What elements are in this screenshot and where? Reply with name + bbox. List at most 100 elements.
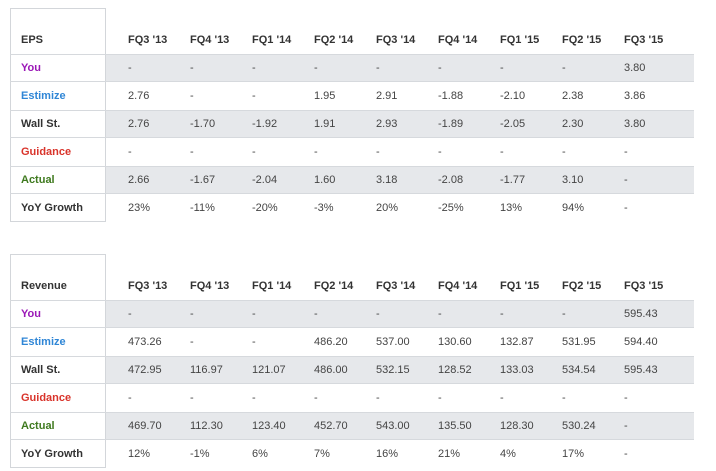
column-header: FQ4 '14 <box>438 280 478 292</box>
table-cell: - <box>624 174 628 186</box>
table-cell: - <box>438 146 442 158</box>
table-cell: - <box>624 420 628 432</box>
table-cell: 2.91 <box>376 90 398 102</box>
table-cell: 16% <box>376 448 399 460</box>
table-cell: 128.52 <box>438 364 472 376</box>
table-cell: -20% <box>252 202 278 214</box>
column-header: FQ2 '15 <box>562 34 602 46</box>
table-cell: - <box>376 308 380 320</box>
revenue-title-text: Revenue <box>21 280 67 292</box>
table-cell: 130.60 <box>438 336 472 348</box>
table-cell: 537.00 <box>376 336 410 348</box>
table-cell: 486.20 <box>314 336 348 348</box>
table-cell: 530.24 <box>562 420 596 432</box>
column-header: FQ3 '13 <box>128 280 168 292</box>
table-cell: 23% <box>128 202 151 214</box>
table-cell: -11% <box>190 202 215 214</box>
table-cell: - <box>624 392 628 404</box>
table-cell: - <box>190 146 194 158</box>
table-row: Guidance - - - - - - - - - <box>10 384 694 412</box>
table-cell: - <box>252 62 256 74</box>
column-header: FQ2 '15 <box>562 280 602 292</box>
table-cell: 3.80 <box>624 118 646 130</box>
table-cell: 121.07 <box>252 364 286 376</box>
table-cell: 532.15 <box>376 364 410 376</box>
table-cell: -1.70 <box>190 118 216 130</box>
revenue-title: Revenue <box>10 254 106 300</box>
table-cell: 2.30 <box>562 118 584 130</box>
table-row: Actual 2.66 -1.67 -2.04 1.60 3.18 -2.08 -1.77 3.… <box>10 166 694 194</box>
table-row: You - - - - - - - - 595.43 <box>10 300 694 328</box>
row-label: Wall St. <box>10 357 106 383</box>
table-cell: 133.03 <box>500 364 534 376</box>
table-cell: 486.00 <box>314 364 348 376</box>
table-cell: - <box>252 392 256 404</box>
table-cell: - <box>624 448 628 460</box>
eps-header-row: EPS FQ3 '13 FQ4 '13 FQ1 '14 FQ2 '14 FQ3 '14 FQ… <box>10 8 694 54</box>
table-cell: 4% <box>500 448 516 460</box>
row-label: Guidance <box>10 138 106 166</box>
table-cell: - <box>500 308 504 320</box>
table-cell: - <box>438 62 442 74</box>
table-cell: 116.97 <box>190 364 223 376</box>
column-header: FQ4 '13 <box>190 280 230 292</box>
table-cell: - <box>500 62 504 74</box>
row-label: You <box>10 55 106 81</box>
row-label: Wall St. <box>10 111 106 137</box>
table-cell: 3.10 <box>562 174 584 186</box>
table-cell: 1.91 <box>314 118 336 130</box>
column-header: FQ1 '14 <box>252 34 292 46</box>
table-cell: - <box>500 146 504 158</box>
table-cell: 472.95 <box>128 364 162 376</box>
table-cell: 473.26 <box>128 336 162 348</box>
table-cell: -1.92 <box>252 118 278 130</box>
table-cell: - <box>314 308 318 320</box>
column-header: FQ2 '14 <box>314 280 354 292</box>
table-cell: 531.95 <box>562 336 596 348</box>
table-cell: 13% <box>500 202 523 214</box>
table-cell: -2.08 <box>438 174 464 186</box>
table-cell: 1.60 <box>314 174 336 186</box>
row-label: You <box>10 301 106 327</box>
table-cell: 595.43 <box>624 364 658 376</box>
table-cell: - <box>252 308 256 320</box>
row-label: YoY Growth <box>10 440 106 468</box>
row-label: Estimize <box>10 82 106 110</box>
table-cell: -1.67 <box>190 174 216 186</box>
table-cell: - <box>376 62 380 74</box>
column-header: FQ2 '14 <box>314 34 354 46</box>
table-cell: - <box>624 146 628 158</box>
table-cell: - <box>314 392 318 404</box>
table-cell: - <box>376 146 380 158</box>
table-cell: 128.30 <box>500 420 534 432</box>
table-cell: 123.40 <box>252 420 286 432</box>
column-header: FQ3 '15 <box>624 280 664 292</box>
table-cell: 112.30 <box>190 420 223 432</box>
table-cell: 2.76 <box>128 118 150 130</box>
table-cell: - <box>128 392 132 404</box>
table-cell: 2.93 <box>376 118 398 130</box>
table-cell: 21% <box>438 448 461 460</box>
table-cell: - <box>562 146 566 158</box>
table-cell: 1.95 <box>314 90 336 102</box>
table-cell: 12% <box>128 448 151 460</box>
table-cell: - <box>252 146 256 158</box>
table-cell: - <box>190 336 194 348</box>
table-cell: -1.88 <box>438 90 464 102</box>
table-row: YoY Growth 12% -1% 6% 7% 16% 21% 4% 17% - <box>10 440 694 468</box>
table-row: Actual 469.70 112.30 123.40 452.70 543.00 135.… <box>10 412 694 440</box>
table-cell: - <box>190 62 194 74</box>
column-header: FQ4 '14 <box>438 34 478 46</box>
table-cell: - <box>314 62 318 74</box>
revenue-table: Revenue FQ3 '13 FQ4 '13 FQ1 '14 FQ2 '14 FQ3 '… <box>10 254 694 468</box>
eps-table: EPS FQ3 '13 FQ4 '13 FQ1 '14 FQ2 '14 FQ3 '14 FQ… <box>10 8 694 222</box>
column-header: FQ3 '14 <box>376 280 416 292</box>
table-cell: 452.70 <box>314 420 348 432</box>
table-cell: -1.77 <box>500 174 526 186</box>
table-cell: 135.50 <box>438 420 472 432</box>
row-label: Actual <box>10 167 106 193</box>
table-row: Wall St. 2.76 -1.70 -1.92 1.91 2.93 -1.89 -2.05… <box>10 110 694 138</box>
column-header: FQ4 '13 <box>190 34 230 46</box>
table-cell: 2.76 <box>128 90 150 102</box>
table-cell: -3% <box>314 202 334 214</box>
